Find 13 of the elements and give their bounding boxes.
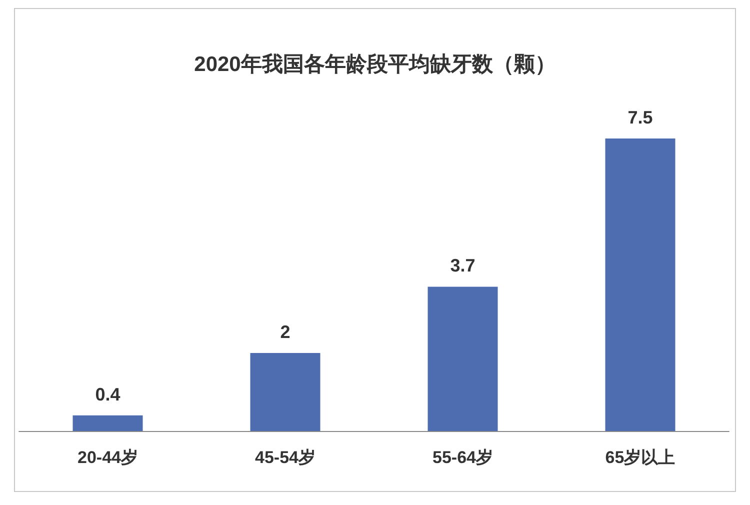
bar (428, 286, 498, 431)
x-tick-label: 45-54岁 (255, 448, 316, 467)
data-label: 0.4 (95, 384, 120, 404)
bar (72, 415, 143, 431)
x-tick-label: 20-44岁 (78, 448, 138, 467)
x-tick-label: 55-64岁 (432, 448, 493, 467)
data-label: 7.5 (628, 108, 653, 128)
bar (605, 138, 676, 431)
x-tick-label: 65岁以上 (605, 448, 676, 467)
chart-title: 2020年我国各年龄段平均缺牙数（颗） (194, 53, 556, 76)
data-label: 3.7 (450, 256, 476, 276)
data-label: 2 (280, 322, 290, 342)
bar (250, 353, 320, 431)
